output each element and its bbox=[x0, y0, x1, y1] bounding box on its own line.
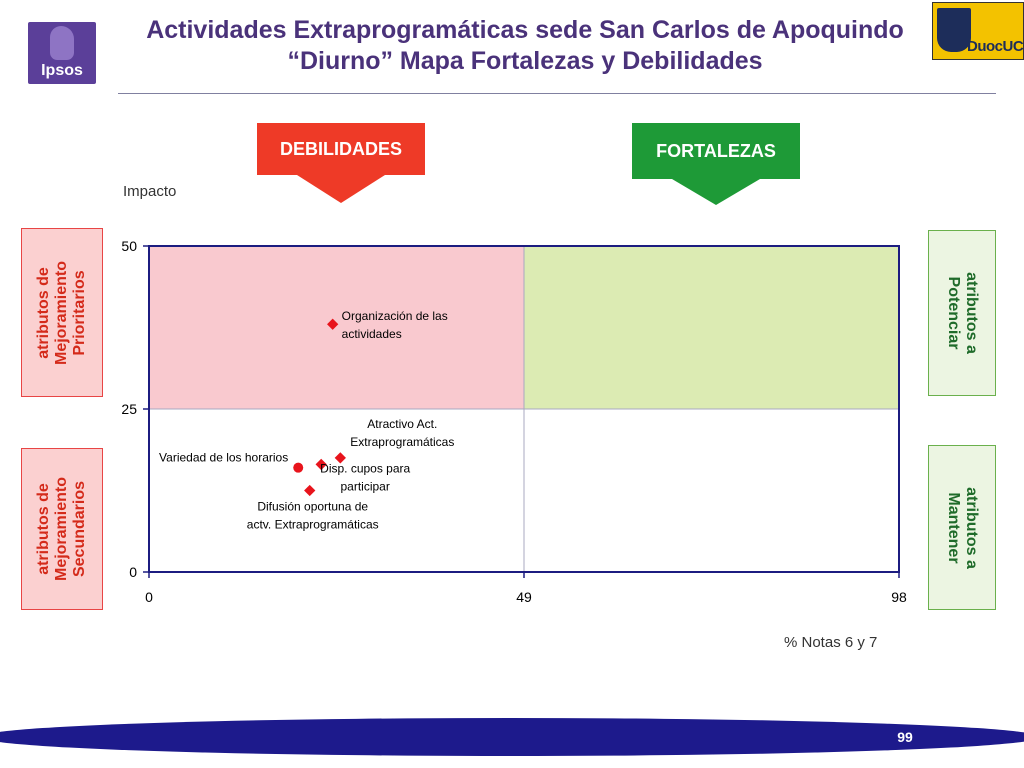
header-divider bbox=[118, 93, 996, 94]
ipsos-logo-head-icon bbox=[50, 26, 74, 60]
quadrant-box-prioritarios: atributos de Mejoramiento Prioritarios bbox=[21, 228, 103, 397]
data-point-label: Atractivo Act. Extraprogramáticas bbox=[350, 417, 454, 449]
quadrant-potenciar-area bbox=[524, 246, 899, 409]
data-point-marker bbox=[304, 484, 316, 497]
debilidades-callout: DEBILIDADES bbox=[257, 123, 425, 175]
quadrant-debilidades-area bbox=[149, 246, 524, 409]
page-title-line-1: Actividades Extraprogramáticas sede San … bbox=[146, 16, 904, 44]
data-point-label: Difusión oportuna de actv. Extraprogramát… bbox=[247, 500, 379, 532]
data-point-label-line: Disp. cupos para bbox=[320, 461, 410, 475]
data-point-label-line: Organización de las bbox=[342, 309, 448, 323]
x-axis-caption: % Notas 6 y 7 bbox=[784, 634, 878, 651]
quadrant-box-mantener: atributos a Mantener bbox=[928, 445, 996, 610]
data-point-label-line: participar bbox=[341, 479, 390, 493]
fortalezas-callout: FORTALEZAS bbox=[632, 123, 800, 179]
data-point-marker bbox=[293, 462, 304, 473]
data-point-label-line: Variedad de los horarios bbox=[159, 451, 288, 465]
footer-band bbox=[0, 718, 1024, 756]
data-point-label-line: Atractivo Act. bbox=[367, 417, 437, 431]
y-tick-label: 25 bbox=[121, 401, 137, 417]
data-point-marker bbox=[315, 458, 327, 471]
x-tick-label: 49 bbox=[516, 589, 532, 605]
x-tick-label: 98 bbox=[891, 589, 907, 605]
data-point-marker bbox=[334, 452, 346, 464]
quadrant-box-secundarios: atributos de Mejoramiento Secundarios bbox=[21, 448, 103, 610]
data-point-label-line: Extraprogramáticas bbox=[350, 435, 454, 449]
data-point-label: Variedad de los horarios bbox=[159, 451, 288, 465]
data-point-label-line: actividades bbox=[342, 327, 402, 341]
y-tick-label: 0 bbox=[129, 564, 137, 580]
page-title-line-2: “Diurno” Mapa Fortalezas y Debilidades bbox=[287, 47, 763, 75]
x-tick-label: 0 bbox=[145, 589, 153, 605]
fortalezas-arrow-icon bbox=[672, 179, 760, 205]
ipsos-logo-text: Ipsos bbox=[41, 62, 83, 79]
ipsos-logo: Ipsos bbox=[28, 22, 96, 84]
duoc-logo: DuocUC bbox=[932, 2, 1024, 60]
duoc-logo-text: DuocUC bbox=[967, 38, 1024, 55]
data-point-label: Organización de las actividades bbox=[342, 309, 448, 341]
y-tick-label: 50 bbox=[121, 238, 137, 254]
data-point-label-line: actv. Extraprogramáticas bbox=[247, 518, 379, 532]
page-number: 99 bbox=[897, 729, 913, 745]
duoc-crest-icon bbox=[937, 8, 971, 52]
data-point-marker bbox=[327, 318, 339, 330]
quadrant-box-potenciar: atributos a Potenciar bbox=[928, 230, 996, 396]
debilidades-arrow-icon bbox=[297, 175, 385, 203]
data-point-label: Disp. cupos para participar bbox=[320, 461, 410, 493]
data-point-label-line: Difusión oportuna de bbox=[257, 500, 368, 514]
y-axis-caption: Impacto bbox=[123, 183, 177, 200]
